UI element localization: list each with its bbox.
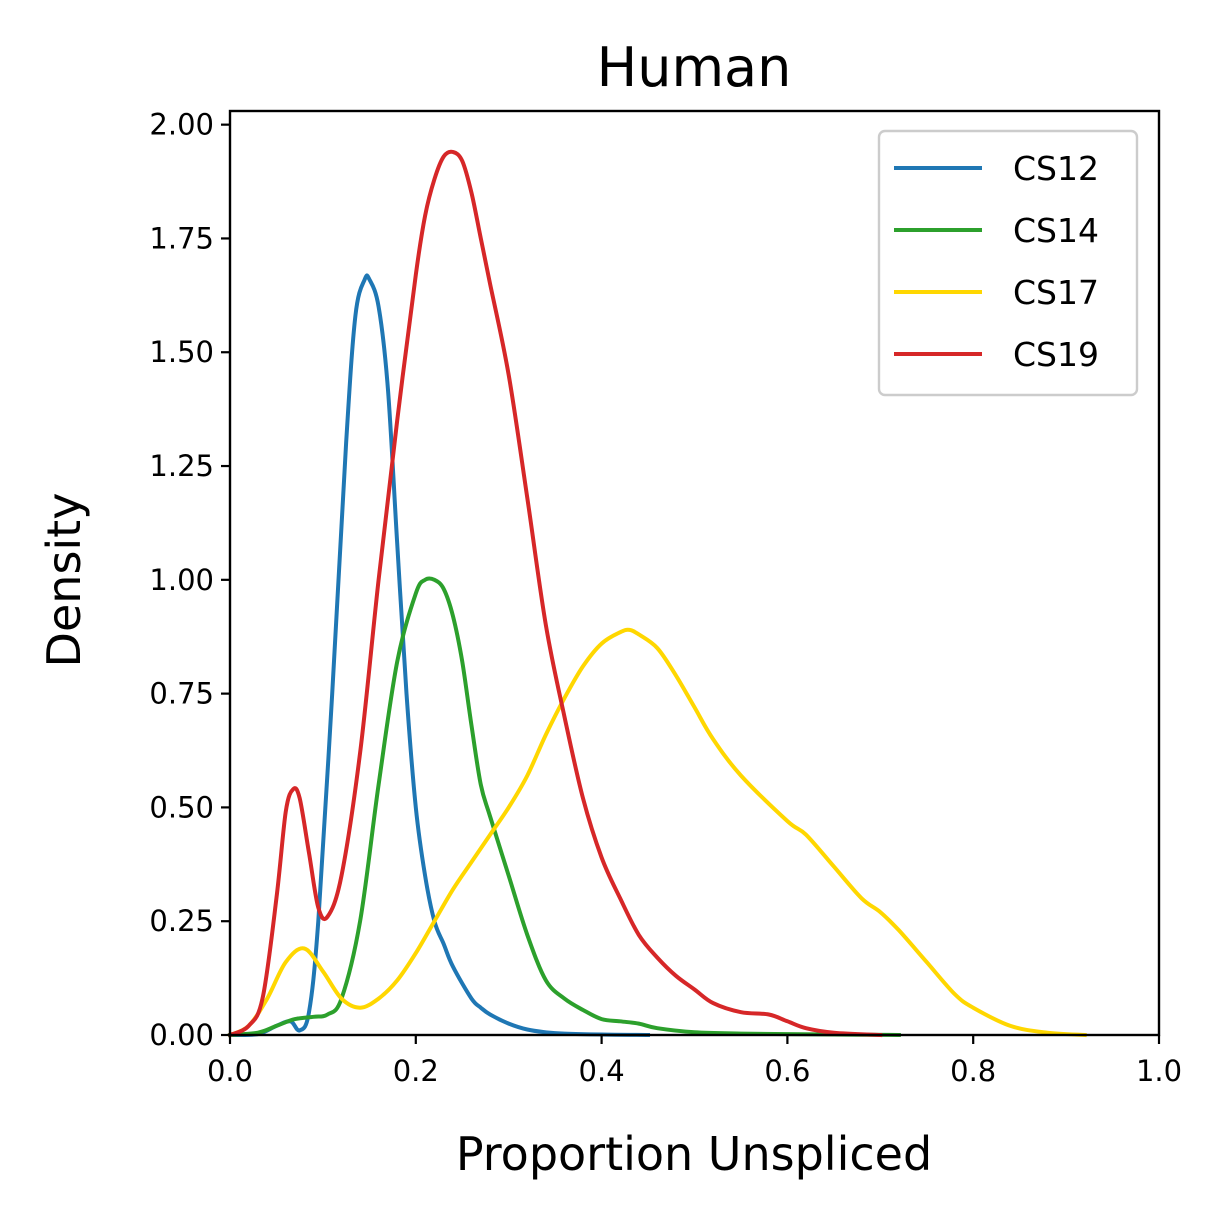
series-line-cs19 bbox=[227, 149, 883, 1038]
legend-frame bbox=[877, 129, 1139, 397]
x-tick-label: 0.0 bbox=[207, 1054, 253, 1088]
x-tick-label: 0.2 bbox=[393, 1054, 439, 1088]
y-tick-label: 0.75 bbox=[149, 677, 214, 711]
y-axis-label: Density bbox=[37, 493, 91, 668]
y-tick-label: 1.75 bbox=[149, 221, 214, 255]
y-tick-label: 1.50 bbox=[149, 335, 214, 369]
y-tick-label: 1.25 bbox=[149, 449, 214, 483]
series-line-cs17 bbox=[227, 627, 1087, 1038]
x-tick-label: 0.4 bbox=[579, 1054, 625, 1088]
y-axis-ticks: 0.00 0.25 0.50 0.75 1.00 1.25 1.50 1.75 2.00 bbox=[149, 108, 230, 1052]
x-tick-label: 0.8 bbox=[950, 1054, 996, 1088]
y-tick-label: 0.50 bbox=[149, 790, 214, 824]
y-tick-label: 0.25 bbox=[149, 904, 214, 938]
chart-title: Human bbox=[597, 36, 792, 99]
y-tick-label: 1.00 bbox=[149, 563, 214, 597]
legend-label-cs17: CS17 bbox=[1013, 273, 1099, 312]
y-tick-label: 0.00 bbox=[149, 1018, 214, 1052]
x-axis-ticks: 0.0 0.2 0.4 0.6 0.8 1.0 bbox=[207, 1035, 1182, 1088]
legend: CS12 CS14 CS17 CS19 bbox=[877, 129, 1139, 397]
y-tick-label: 2.00 bbox=[149, 108, 214, 142]
series-line-cs14 bbox=[227, 576, 901, 1038]
plot-frame bbox=[228, 109, 1161, 1037]
legend-label-cs14: CS14 bbox=[1013, 211, 1099, 250]
legend-label-cs12: CS12 bbox=[1013, 149, 1099, 188]
legend-label-cs19: CS19 bbox=[1013, 335, 1099, 374]
series-line-cs12 bbox=[227, 273, 651, 1038]
x-axis-label: Proportion Unspliced bbox=[456, 1127, 932, 1181]
x-tick-label: 1.0 bbox=[1136, 1054, 1182, 1088]
series-layer bbox=[227, 149, 1087, 1038]
x-tick-label: 0.6 bbox=[764, 1054, 810, 1088]
